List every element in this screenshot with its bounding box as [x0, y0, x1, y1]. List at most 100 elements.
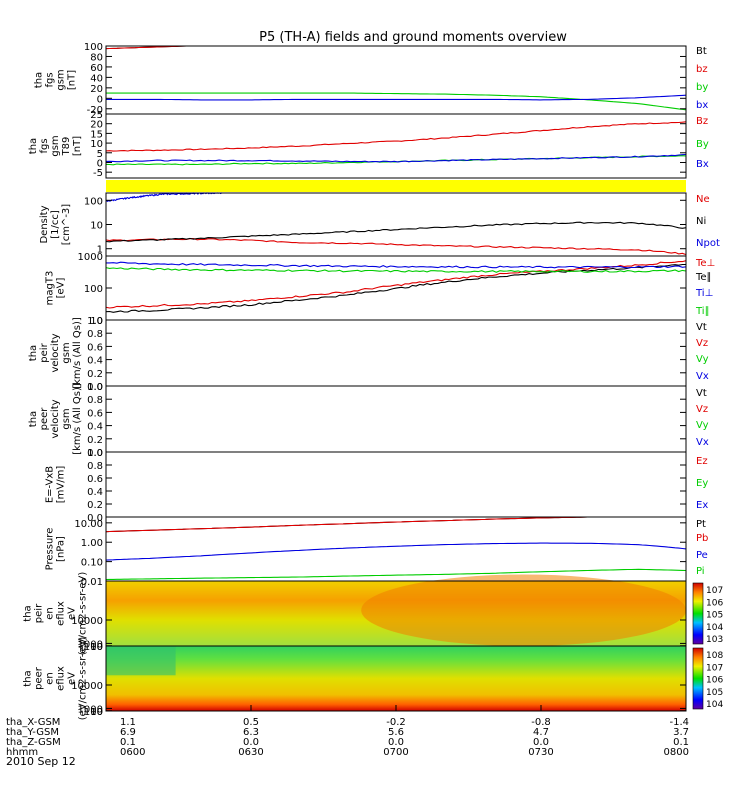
legend-vx: Vx [696, 371, 709, 382]
y-tick-label: 0.8 [87, 329, 103, 340]
y-tick-label: 10 [90, 642, 103, 653]
colorbar-peir_spec [692, 582, 704, 645]
colorbar-tick-label: 108 [706, 651, 723, 661]
legend-vy: Vy [696, 420, 709, 431]
y-tick-label: 10000 [71, 681, 103, 692]
y-tick-label: 1.0 [87, 382, 103, 393]
y-axis-label: eflux [56, 666, 67, 691]
y-axis-label: fgs [39, 138, 50, 153]
panel-frame [105, 113, 687, 179]
series-pb-line [105, 516, 686, 533]
y-tick-label: 20 [90, 120, 103, 131]
y-tick-label: 100 [84, 642, 103, 653]
y-axis-label: peir [34, 603, 45, 623]
legend-by: By [696, 139, 709, 150]
x-axis-value: -1.4 [669, 717, 689, 728]
y-axis-label: gsm [50, 135, 61, 156]
y-axis-label: tha [23, 670, 34, 686]
colorbar-tick-label: 104 [706, 623, 723, 633]
series-bx-line [106, 94, 687, 101]
colorbar-tick-label: 107 [706, 586, 723, 596]
legend-vz: Vz [696, 338, 708, 349]
y-axis-label: [nT] [72, 136, 83, 156]
panel-frame [105, 319, 687, 387]
y-axis-label: tha [28, 345, 39, 361]
y-tick-label: 0.0 [87, 513, 103, 524]
y-axis-label: Density [39, 205, 50, 243]
legend-vt: Vt [696, 322, 707, 333]
y-tick-label: 100 [84, 284, 103, 295]
y-tick-label: 10 [90, 316, 103, 327]
y-tick-label: -5 [93, 168, 103, 179]
x-axis-value: 0800 [664, 747, 689, 758]
colorbar-tick-label: 103 [706, 635, 723, 645]
y-tick-label: 1.00 [81, 538, 103, 549]
series-by-line [106, 92, 687, 111]
series-by-line [105, 155, 687, 166]
legend-by: by [696, 82, 708, 93]
colorbar-tick-label: 105 [706, 611, 723, 621]
legend-ti: Ti⊥ [695, 288, 713, 299]
x-axis-value: 1.1 [120, 717, 136, 728]
y-axis-label: [km/s (All Qs)] [72, 383, 83, 455]
legend-bx: bx [696, 100, 708, 111]
series-pi-line [105, 568, 687, 581]
colorbar-tick-label: 106 [706, 598, 723, 608]
y-axis-label: E=-VxB [45, 466, 56, 503]
y-axis-label: [km/s (All Qs)] [72, 317, 83, 389]
spectrogram-hot-region [361, 574, 686, 646]
y-axis-label: [nT] [67, 70, 78, 90]
series-ti-line [106, 261, 687, 269]
spectrogram-peer_spec [106, 646, 686, 711]
y-axis-label: eV [67, 607, 78, 620]
legend-ex: Ex [696, 500, 708, 511]
x-axis-value: 0700 [383, 747, 408, 758]
x-axis-value: 4.7 [533, 727, 549, 738]
x-axis-value: 0.1 [120, 737, 136, 748]
legend-pe: Pe [696, 550, 708, 561]
x-axis-value: 0.1 [673, 737, 689, 748]
y-axis-label: gsm [61, 342, 72, 363]
y-axis-label: fgs [45, 72, 56, 87]
y-tick-label: 20 [90, 84, 103, 95]
x-axis-value: 0.5 [243, 717, 259, 728]
y-tick-label: 0.8 [87, 395, 103, 406]
y-tick-label: -20 [87, 105, 103, 116]
y-tick-label: 10 [90, 139, 103, 150]
series-bz-line [105, 121, 687, 152]
x-axis-value: 6.9 [120, 727, 136, 738]
series-ti-line [105, 267, 687, 273]
orbit-status-bar [106, 180, 686, 192]
y-axis-label: velocity [50, 399, 61, 438]
colorbar-tick-label: 107 [706, 663, 723, 673]
series-bx-line [105, 153, 687, 163]
legend-pi: Pi [696, 566, 705, 577]
y-tick-label: 15 [90, 129, 103, 140]
y-tick-label: 1000 [78, 704, 103, 715]
y-tick-label: 0.2 [87, 500, 103, 511]
y-axis-label: [nPa] [56, 536, 67, 562]
series-pt-line [105, 516, 686, 533]
x-axis-value: -0.2 [386, 717, 406, 728]
legend-vt: Vt [696, 388, 707, 399]
x-axis-group: tha_X-GSM 1.1 0.5 -0.2 -0.8 -1.4 tha_Y-GSM 6.9 6… [6, 705, 689, 758]
x-axis-value: 0.0 [243, 737, 259, 748]
y-tick-label: 60 [90, 63, 103, 74]
y-axis-label: [eV] [56, 278, 67, 299]
y-tick-label: 0 [97, 94, 103, 105]
y-tick-label: 0.0 [87, 448, 103, 459]
series-ne-line [105, 238, 687, 256]
y-tick-label: 25 [90, 110, 103, 121]
y-axis-label: [mV/m] [56, 466, 67, 504]
series-npot-line [106, 192, 223, 202]
y-axis-label: peer [34, 666, 45, 690]
x-axis-value: 3.7 [673, 727, 689, 738]
y-axis-label: eV [67, 672, 78, 685]
legend-bz: bz [696, 64, 708, 75]
y-tick-label: 1.0 [87, 448, 103, 459]
y-tick-label: 0.6 [87, 474, 103, 485]
y-axis-label: T89 [61, 137, 72, 157]
y-tick-label: 0.10 [81, 558, 103, 569]
